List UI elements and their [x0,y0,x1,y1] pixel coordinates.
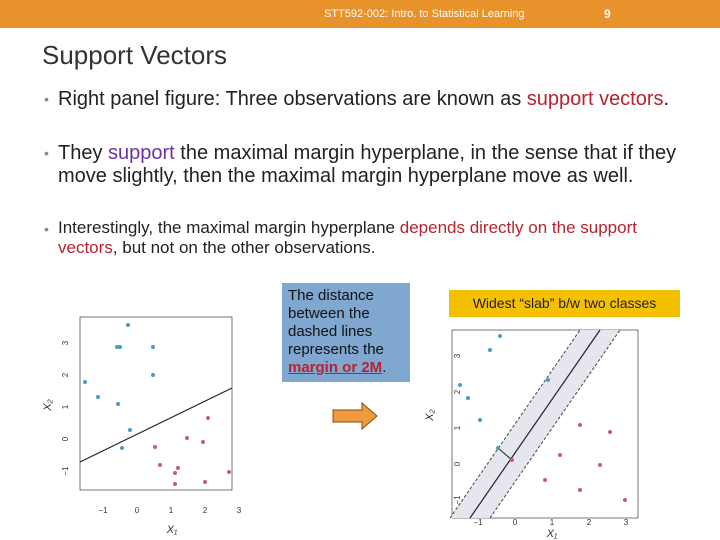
text: Interestingly, the maximal margin hyperp… [58,218,400,237]
x-tick-label: −1 [98,506,108,515]
x-tick-label: 3 [237,506,242,515]
text: Right panel figure: Three observations a… [58,88,527,110]
header-bar: STT592-002: Intro. to Statistical Learni… [0,0,720,28]
x-axis-label: X₁ [546,528,558,540]
highlight: margin or 2M [288,359,383,376]
course-title: STT592-002: Intro. to Statistical Learni… [324,8,525,20]
x-axis-label: X₁ [166,524,178,536]
highlight: depends directly on the support vectors [58,218,637,257]
x-tick-label: 3 [624,518,629,527]
highlight: support vectors [526,88,664,110]
arrow [332,401,378,431]
text: The distance between the dashed lines re… [288,287,384,358]
text: They [58,142,109,164]
bullet: • Right panel figure: Three observations … [44,88,670,110]
y-tick-label: 3 [453,353,462,358]
y-axis-label: X₂ [424,408,436,421]
bullet: • They support the maximal margin hyperpl… [44,142,677,187]
x-tick-label: 0 [135,506,140,515]
x-tick-label: 1 [169,506,174,515]
text: . [382,359,387,376]
y-tick-label: 0 [61,436,70,441]
x-tick-label: 0 [513,518,518,527]
callout-box: The distance between the dashed lines re… [282,283,410,382]
y-tick-label: 2 [61,372,70,377]
banner: Widest “slab” b/w two classes [449,290,680,317]
y-tick-label: 3 [61,340,70,345]
slide-title: Support Vectors [42,40,227,70]
bullet: • Interestingly, the maximal margin hyper… [44,218,637,257]
y-tick-label: −1 [61,466,70,476]
y-tick-label: −1 [453,495,462,505]
text: , but not on the other observations. [112,237,376,257]
x-tick-label: 2 [587,518,592,527]
y-axis-label: X₂ [42,398,54,411]
y-tick-label: 2 [453,389,462,394]
highlight: support [108,142,175,164]
text: . [663,88,670,110]
right-plot [449,329,639,519]
x-tick-label: 2 [203,506,208,515]
x-tick-label: 1 [550,518,555,527]
page-number: 9 [604,7,611,21]
x-tick-label: −1 [473,518,483,527]
text: the maximal margin hyperplane, in the se… [58,142,677,187]
y-tick-label: 1 [61,404,70,409]
y-tick-label: 1 [453,425,462,430]
left-plot [79,316,233,491]
y-tick-label: 0 [453,461,462,466]
